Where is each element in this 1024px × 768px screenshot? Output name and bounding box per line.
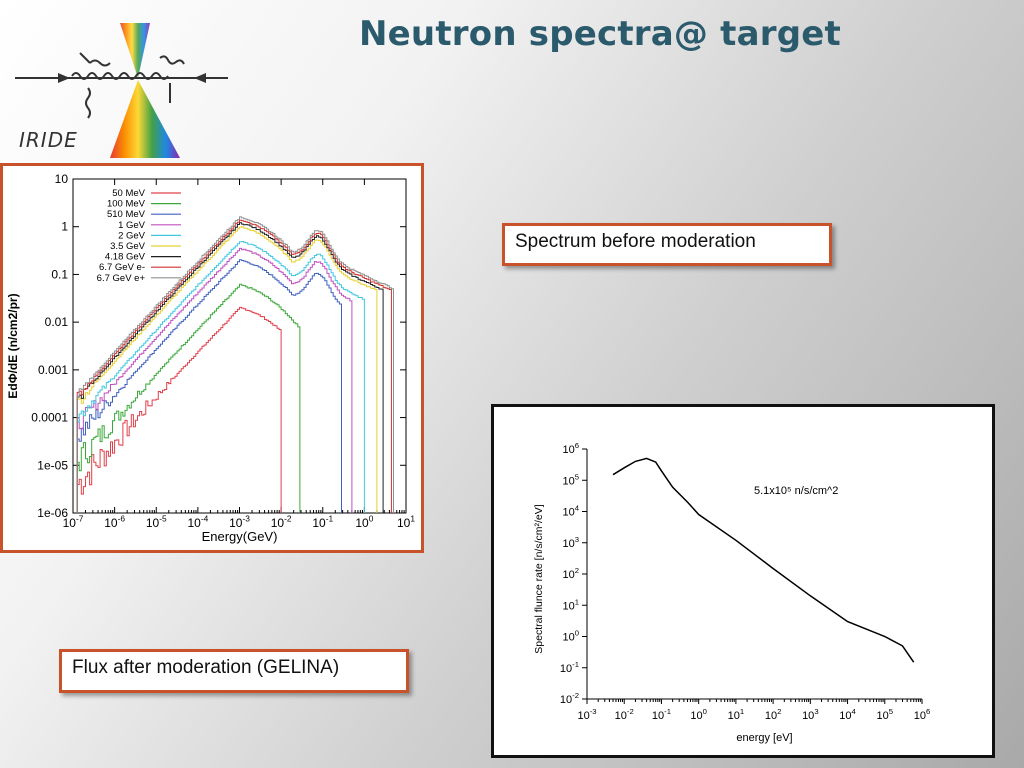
gelina-chart: 10-3 10-2 10-1 100 101 102 103 104 105 10610-210-… [533,441,931,744]
x-axis-label: Energy(GeV) [202,529,278,544]
legend-label: 4.18 GeV [105,252,146,263]
legend-label: 6.7 GeV e- [99,262,145,273]
legend-label: 50 MeV [112,188,145,199]
legend-label: 6.7 GeV e+ [97,273,146,284]
legend-label: 100 MeV [107,199,146,210]
x-tick-label: 10-1 [312,514,333,530]
series-line-3.5-gev [76,226,378,513]
y-axis-label: Spectral flunce rate [n/s/cm²/eV] [533,504,545,653]
x-tick-label: 10-2 [615,707,634,722]
y-tick-label: 1 [61,220,68,234]
x-tick-label: 101 [728,707,745,722]
y-tick-label: 0.1 [51,267,68,281]
y-tick-label: 100 [562,629,579,644]
x-tick-label: 10-3 [229,514,250,530]
x-tick-label: 10-6 [104,514,125,530]
y-tick-label: 104 [562,504,579,519]
legend-label: 3.5 GeV [110,241,146,252]
x-tick-label: 101 [397,514,415,530]
y-tick-label: 10-2 [560,691,579,706]
x-tick-label: 105 [877,707,894,722]
iride-logo [10,18,240,163]
y-tick-label: 105 [562,472,579,487]
x-tick-label: 104 [839,707,856,722]
y-tick-label: 1e-05 [37,458,68,472]
y-tick-label: 0.0001 [31,411,68,425]
y-axis-label: EdΦ/dE (n/cm2/pr) [6,293,20,398]
series-line-100-mev [76,283,301,513]
series-line-1-gev [76,247,353,513]
series-line-2-gev [76,241,365,513]
flux-annotation: 5.1x10⁵ n/s/cm^2 [754,485,838,497]
series-line-510-mev [76,259,342,513]
x-tick-label: 103 [802,707,819,722]
y-tick-label: 0.01 [45,315,69,329]
y-tick-label: 1e-06 [37,506,68,520]
x-tick-label: 100 [355,514,373,530]
series-line-50-mev [76,306,282,513]
gelina-chart-frame: 10-3 10-2 10-1 100 101 102 103 104 105 106 10-2 10-… [491,404,995,758]
legend-label: 2 GeV [118,230,146,241]
x-tick-label: 10-5 [146,514,167,530]
series-line-6.7-gev-e- [76,219,392,513]
series-line-6.7-gev-e+ [76,216,394,513]
y-tick-label: 102 [562,566,579,581]
y-tick-label: 103 [562,535,579,550]
spectrum-chart: 10-7 10-6 10-5 10-4 10-3 10-2 10-1 100 1011010.1… [6,172,415,544]
x-tick-label: 10-2 [271,514,292,530]
x-tick-label: 106 [914,707,931,722]
legend-label: 1 GeV [118,220,146,231]
x-tick-label: 100 [690,707,707,722]
logo-text: IRIDE [19,128,78,152]
slide-title: Neutron spectra@ target [359,14,841,54]
y-tick-label: 10-1 [560,660,579,675]
plot-area [72,178,407,514]
x-tick-label: 10-4 [187,514,208,530]
spectrum-chart-frame: 10-7 10-6 10-5 10-4 10-3 10-2 10-1 100 101 10 1 0.1… [0,163,424,553]
x-axis-label: energy [eV] [736,732,792,744]
y-tick-label: 0.001 [38,363,68,377]
iride-logo-graphic [15,23,228,158]
x-tick-label: 10-1 [652,707,671,722]
callout-spectrum-before-moderation: Spectrum before moderation [502,223,832,266]
y-tick-label: 106 [562,441,579,456]
flux-series-line [612,457,915,663]
x-tick-label: 10-3 [577,707,596,722]
y-tick-label: 10 [55,172,69,186]
x-tick-label: 10-7 [63,514,84,530]
callout-flux-after-moderation: Flux after moderation (GELINA) [59,649,409,693]
y-tick-label: 101 [562,597,579,612]
x-tick-label: 102 [765,707,782,722]
legend-label: 510 MeV [107,209,146,220]
